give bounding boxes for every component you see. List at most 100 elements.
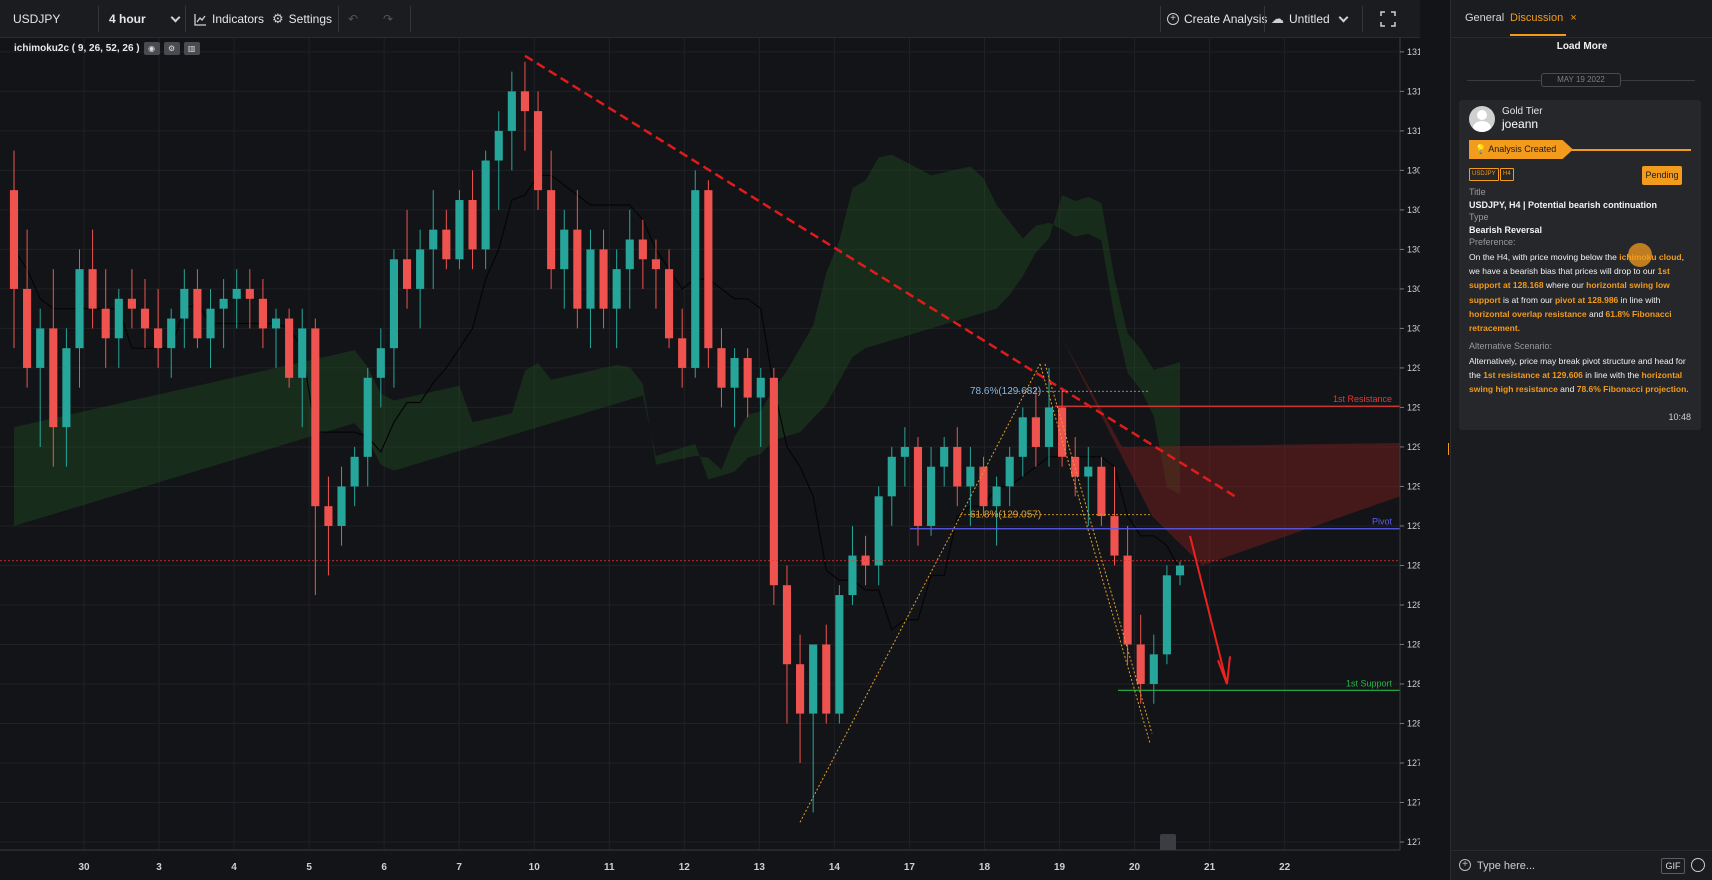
toolbar-divider bbox=[338, 6, 339, 32]
tab-discussion[interactable]: Discussion × bbox=[1510, 12, 1577, 24]
layout-selector[interactable]: ☁ Untitled bbox=[1271, 0, 1349, 38]
candle-body bbox=[809, 644, 818, 714]
preference-text: On the H4, with price moving below the i… bbox=[1469, 250, 1691, 335]
preference-label: Preference: bbox=[1469, 237, 1516, 247]
gif-button[interactable]: GIF bbox=[1661, 858, 1685, 874]
emoji-icon[interactable] bbox=[1691, 858, 1705, 872]
candle-body bbox=[940, 446, 949, 467]
level-name: 1st Support bbox=[1346, 678, 1393, 688]
indicators-button[interactable]: Indicators bbox=[194, 0, 264, 38]
candle-body bbox=[49, 328, 58, 428]
candle-body bbox=[442, 229, 451, 260]
chart-canvas[interactable]: 30 3 4 5 6 7 10 11 12 13 14 17 18 19 20 21 22 1st Resista… bbox=[0, 38, 1420, 880]
price-axis-bg bbox=[1400, 38, 1420, 880]
candle-body bbox=[979, 466, 988, 507]
create-analysis-button[interactable]: + Create Analysis bbox=[1167, 0, 1267, 38]
candle-body bbox=[638, 239, 647, 260]
trash-icon[interactable]: ▥ bbox=[183, 42, 200, 55]
candle-body bbox=[966, 466, 975, 487]
close-icon[interactable]: × bbox=[1570, 12, 1577, 24]
fullscreen-button[interactable] bbox=[1380, 0, 1396, 38]
undo-icon: ↶ bbox=[348, 12, 359, 26]
settings-label: Settings bbox=[288, 12, 333, 26]
x-tick-label: 3 bbox=[156, 862, 162, 873]
x-tick-label: 12 bbox=[679, 862, 691, 873]
layout-name: Untitled bbox=[1289, 12, 1330, 26]
status-badge: Pending bbox=[1642, 166, 1682, 185]
candle-body bbox=[389, 259, 398, 349]
candle-body bbox=[612, 269, 621, 309]
y-tick-label: 129.600 bbox=[1407, 402, 1420, 412]
text-segment: , we have a bearish bias that prices wil… bbox=[1469, 252, 1684, 277]
tab-underline bbox=[1510, 34, 1566, 36]
title-label: Title bbox=[1469, 187, 1486, 197]
indicator-name: ichimoku2c ( 9, 26, 52, 26 ) bbox=[14, 43, 140, 54]
y-tick-label: 129.000 bbox=[1407, 521, 1420, 531]
text-segment: and bbox=[1586, 308, 1606, 319]
message-input-bar: + GIF bbox=[1451, 850, 1712, 880]
candle-body bbox=[586, 249, 595, 309]
candle-body bbox=[1162, 575, 1171, 655]
indicators-label: Indicators bbox=[212, 12, 265, 26]
candle-body bbox=[101, 308, 110, 339]
candle-body bbox=[743, 358, 752, 398]
user-tier: Gold Tier bbox=[1502, 106, 1543, 117]
symbol-tag[interactable]: USDJPY bbox=[1469, 168, 1499, 181]
x-tick-label: 13 bbox=[754, 862, 766, 873]
fib-label: 78.6%(129.682) bbox=[970, 386, 1041, 397]
load-more-button[interactable]: Load More bbox=[1556, 41, 1608, 52]
text-segment: in line with bbox=[1618, 294, 1661, 305]
candle-body bbox=[730, 358, 739, 388]
alternative-text: Alternatively, price may break pivot str… bbox=[1469, 354, 1691, 397]
candle-body bbox=[23, 288, 32, 368]
text-segment: is at from our bbox=[1500, 294, 1555, 305]
avatar[interactable] bbox=[1469, 106, 1495, 132]
candle-body bbox=[324, 506, 333, 526]
candle-body bbox=[1149, 654, 1158, 684]
add-attachment-icon[interactable]: + bbox=[1459, 859, 1471, 871]
x-tick-label: 11 bbox=[604, 862, 615, 873]
candle-body bbox=[796, 664, 805, 714]
candle-body bbox=[625, 239, 634, 270]
candle-body bbox=[533, 111, 543, 191]
candle-body bbox=[520, 91, 530, 112]
gear-icon[interactable]: ⚙ bbox=[163, 42, 180, 55]
eye-icon[interactable]: ◉ bbox=[143, 42, 160, 55]
panel-splitter[interactable] bbox=[1420, 0, 1452, 880]
candle-body bbox=[769, 377, 778, 586]
candle-body bbox=[848, 555, 857, 596]
text-segment: and bbox=[1557, 384, 1577, 395]
settings-button[interactable]: ⚙ Settings bbox=[272, 0, 332, 38]
candle-body bbox=[992, 486, 1001, 507]
candle-body bbox=[62, 348, 71, 428]
y-tick-label: 127.600 bbox=[1407, 797, 1420, 807]
highlight-segment: horizontal swing high resistance bbox=[1469, 370, 1683, 395]
symbol-selector[interactable]: USDJPY bbox=[13, 0, 60, 38]
price-chart[interactable]: 30 3 4 5 6 7 10 11 12 13 14 17 18 19 20 21 22 1st Resista… bbox=[0, 38, 1420, 880]
redo-button[interactable]: ↷ bbox=[383, 0, 393, 38]
y-tick-label: 131.000 bbox=[1407, 126, 1420, 136]
x-tick-label: 4 bbox=[231, 862, 237, 873]
highlight-segment: 78.6% Fibonacci projection. bbox=[1576, 384, 1689, 395]
candle-body bbox=[9, 190, 19, 289]
fib-line bbox=[799, 363, 1041, 823]
indicators-icon bbox=[194, 13, 206, 26]
candle-body bbox=[36, 328, 45, 368]
candle-body bbox=[167, 318, 176, 349]
candle-body bbox=[154, 328, 163, 349]
cursor-highlight bbox=[1628, 243, 1652, 267]
candle-body bbox=[1071, 456, 1080, 477]
username[interactable]: joeann bbox=[1502, 117, 1539, 131]
fib-line bbox=[1039, 363, 1151, 744]
tab-general[interactable]: General bbox=[1465, 12, 1505, 24]
y-tick-label: 131.200 bbox=[1407, 86, 1420, 96]
undo-button[interactable]: ↶ bbox=[348, 0, 358, 38]
candle-body bbox=[1097, 466, 1106, 517]
candle-body bbox=[1123, 555, 1132, 645]
candle-body bbox=[756, 377, 765, 398]
timeframe-tag[interactable]: H4 bbox=[1500, 168, 1514, 181]
toolbar-divider bbox=[98, 6, 99, 32]
discussion-panel: General Discussion × Load More MAY 19 20… bbox=[1450, 0, 1712, 880]
timeframe-selector[interactable]: 4 hour bbox=[109, 0, 181, 38]
message-input[interactable] bbox=[1473, 857, 1633, 875]
